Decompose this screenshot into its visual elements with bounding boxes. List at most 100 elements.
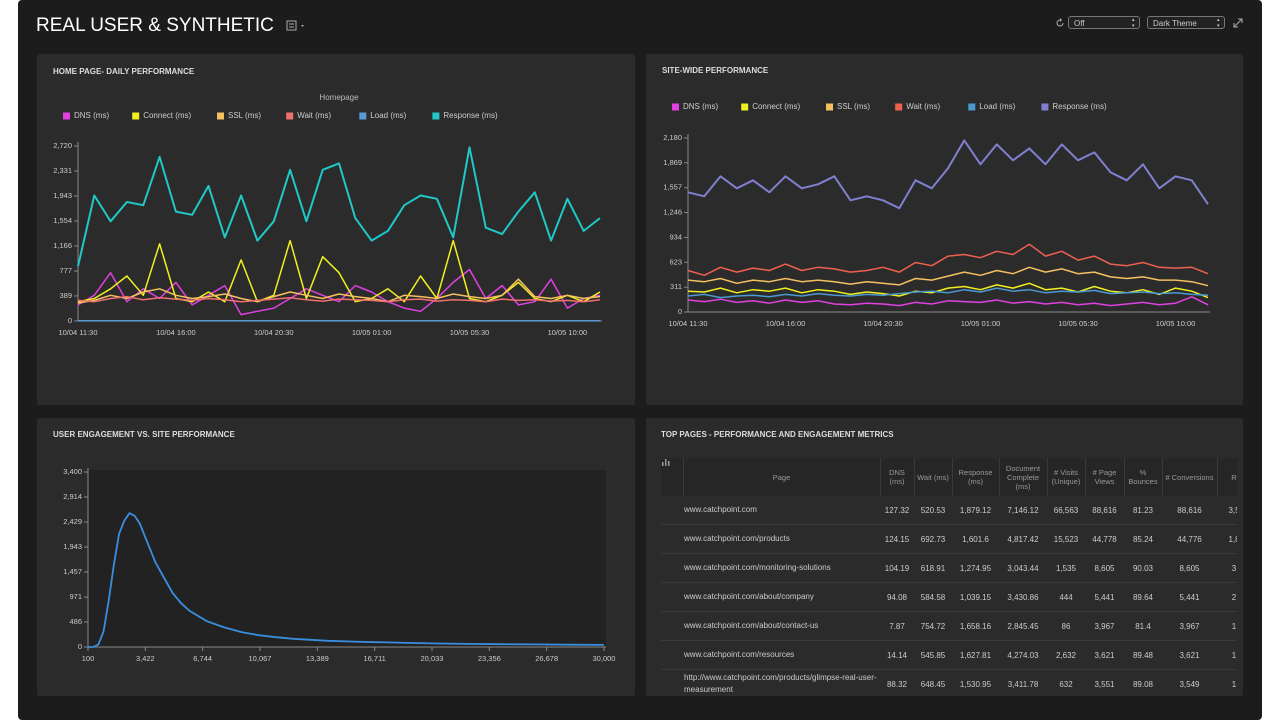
column-header: % Bounces xyxy=(1124,458,1163,496)
table-row: www.catchpoint.com/about/contact-us 7.87 7… xyxy=(661,459,1237,641)
panel: HOME PAGE- DAILY PERFORMANCE Homepage 0 389… xyxy=(37,54,635,405)
series-line xyxy=(77,146,601,267)
legend-label: DNS (ms) xyxy=(683,102,718,111)
column-header: Document Complete (ms) xyxy=(999,458,1048,496)
metric-cell: 94.08 xyxy=(880,582,914,612)
series-line xyxy=(88,512,605,648)
metric-cell: 5,441 xyxy=(1085,582,1124,612)
metric-cell: 90.03 xyxy=(1124,553,1162,583)
series-line xyxy=(687,282,1209,299)
chart: USER ENGAGEMENT VS. SITE PERFORMANCE 0 486… xyxy=(53,430,615,663)
metric-cell: 89.64 xyxy=(1124,582,1162,612)
metric-cell: 127.32 xyxy=(880,496,914,525)
x-tick-label: 10/04 11:30 xyxy=(58,328,97,337)
series-line xyxy=(77,295,601,303)
column-header: R xyxy=(1217,458,1237,496)
y-tick-label: 1,869 xyxy=(663,158,682,167)
refresh-select[interactable]: Off xyxy=(1068,16,1140,29)
series-line xyxy=(77,278,601,304)
column-header: # Visits (Unique) xyxy=(1047,458,1086,496)
legend-label: Connect (ms) xyxy=(752,102,800,111)
x-tick-label: 10/04 20:30 xyxy=(254,328,294,337)
legend-swatch xyxy=(895,103,903,111)
metric-cell: 2,632 xyxy=(1047,640,1085,670)
title-menu-icon[interactable] xyxy=(286,20,308,32)
metric-cell: 8,605 xyxy=(1162,553,1217,583)
legend-swatch xyxy=(63,112,70,120)
metric-cell: 1,039.15 xyxy=(952,582,999,612)
metric-cell: 584.58 xyxy=(914,582,952,612)
y-tick-label: 1,166 xyxy=(53,241,72,250)
x-tick-label: 3,422 xyxy=(136,654,155,663)
legend-label: Load (ms) xyxy=(370,111,406,120)
legend-label: Response (ms) xyxy=(443,111,498,120)
panel-header: TOP PAGES - PERFORMANCE AND ENGAGEMENT M… xyxy=(661,430,894,439)
metric-cell: 81.23 xyxy=(1124,496,1162,525)
row-icon xyxy=(661,459,683,525)
column-header: DNS (ms) xyxy=(880,458,915,496)
table-row: http://www.catchpoint.com/products/glimp… xyxy=(661,459,1237,696)
metric-cell: 3,967 xyxy=(1162,611,1217,641)
x-tick-label: 10/04 11:30 xyxy=(668,319,707,328)
metric-cell: 754.72 xyxy=(914,611,952,641)
metric-cell: 88.32 xyxy=(880,669,914,696)
metric-cell: 3,967 xyxy=(1085,611,1124,641)
x-tick-label: 10/05 05:30 xyxy=(450,328,490,337)
x-tick-label: 10/05 01:00 xyxy=(961,319,1001,328)
legend-label: Connect (ms) xyxy=(143,111,191,120)
metric-cell: 15,523 xyxy=(1047,524,1085,554)
metric-cell: 3,621 xyxy=(1085,640,1124,670)
metric-cell: 1 xyxy=(1217,669,1237,696)
metric-cell: 8,605 xyxy=(1085,553,1124,583)
table-row: www.catchpoint.com/products 124.15 692.73 1… xyxy=(661,459,1237,554)
metric-cell: 1,274.95 xyxy=(952,553,999,583)
metric-cell: 1 xyxy=(1217,640,1237,670)
metric-cell: 3,549 xyxy=(1162,669,1217,696)
y-tick-label: 0 xyxy=(678,307,682,316)
x-tick-label: 10,067 xyxy=(249,654,272,663)
x-tick-label: 10/05 01:00 xyxy=(352,328,392,337)
metric-cell: 1,601.6 xyxy=(952,524,999,554)
metric-cell: 86 xyxy=(1047,611,1085,641)
metric-cell: 648.45 xyxy=(914,669,952,696)
metric-cell: 632 xyxy=(1047,669,1085,696)
y-tick-label: 777 xyxy=(59,266,72,275)
metric-cell: 85.24 xyxy=(1124,524,1162,554)
series-line xyxy=(687,296,1209,307)
metric-cell: 89.48 xyxy=(1124,640,1162,670)
metric-cell: 104.19 xyxy=(880,553,914,583)
y-tick-label: 389 xyxy=(59,291,72,300)
chart-title: USER ENGAGEMENT VS. SITE PERFORMANCE xyxy=(53,430,235,439)
y-tick-label: 1,943 xyxy=(53,191,72,200)
metric-cell: 5,441 xyxy=(1162,582,1217,612)
plot-area xyxy=(88,470,606,647)
metric-cell: 618.91 xyxy=(914,553,952,583)
y-tick-label: 1,557 xyxy=(663,183,682,192)
chart: SITE-WIDE PERFORMANCE 0 311 623 934 1,246 1,55… xyxy=(662,66,1210,328)
x-tick-label: 6,744 xyxy=(193,654,212,663)
metric-cell: 545.85 xyxy=(914,640,952,670)
x-tick-label: 10/05 10:00 xyxy=(1156,319,1196,328)
y-tick-label: 2,720 xyxy=(53,141,72,150)
metric-cell: 1,530.95 xyxy=(952,669,999,696)
x-tick-label: 10/05 05:30 xyxy=(1058,319,1098,328)
chart-subtitle: Homepage xyxy=(319,93,359,102)
y-tick-label: 1,554 xyxy=(53,216,72,225)
page-cell: www.catchpoint.com/about/company xyxy=(683,582,880,612)
legend-label: Wait (ms) xyxy=(906,102,940,111)
y-tick-label: 2,429 xyxy=(63,517,82,526)
series-line xyxy=(687,139,1209,210)
metric-cell: 3 xyxy=(1217,553,1237,583)
theme-select[interactable]: Dark Theme xyxy=(1147,16,1225,29)
x-tick-label: 16,711 xyxy=(363,654,385,663)
column-header: # Conversions xyxy=(1162,458,1218,496)
metric-cell: 1 xyxy=(1217,611,1237,641)
legend-label: SSL (ms) xyxy=(837,102,870,111)
expand-icon[interactable] xyxy=(1233,18,1243,28)
refresh-icon[interactable] xyxy=(1055,18,1065,28)
legend-swatch xyxy=(826,103,833,111)
metric-cell: 2 xyxy=(1217,582,1237,612)
metric-cell: 66,563 xyxy=(1047,496,1085,525)
column-header: Wait (ms) xyxy=(914,458,953,496)
panel: USER ENGAGEMENT VS. SITE PERFORMANCE 0 486… xyxy=(37,418,635,696)
